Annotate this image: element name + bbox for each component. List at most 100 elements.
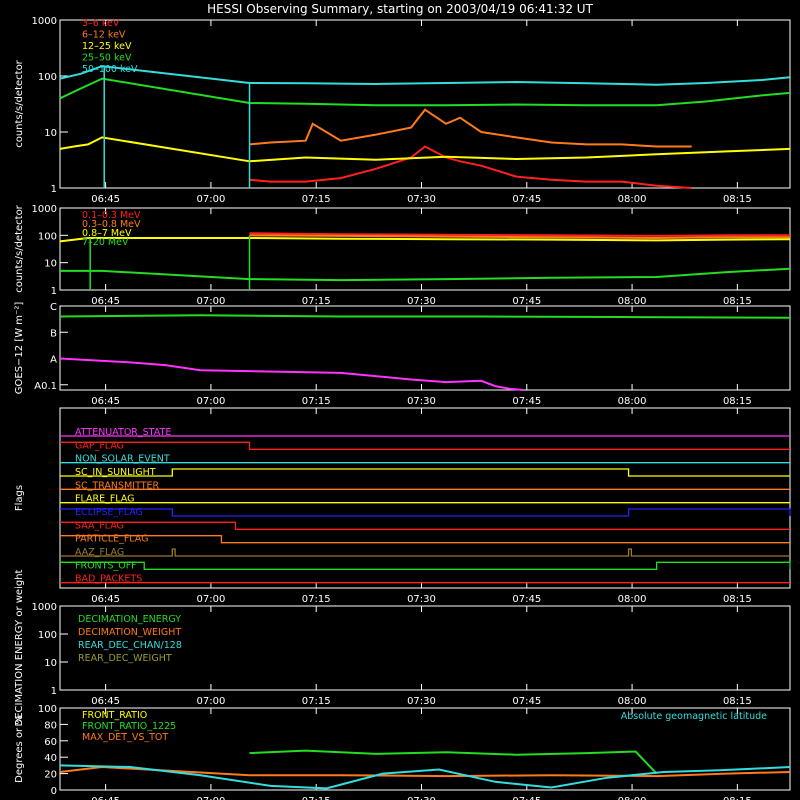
legend-entry: 25–50 keV <box>82 53 132 64</box>
flag-label: PARTICLE_FLAG <box>75 534 148 545</box>
x-tick-label: 06:45 <box>91 396 120 407</box>
legend-entry: 0.8–7 MeV <box>82 228 132 239</box>
flag-label: SC_TRANSMITTER <box>75 480 160 491</box>
flag-label: SAA_FLAG <box>75 520 124 531</box>
legend-entry: MAX_DET_VS_TOT <box>82 732 168 743</box>
y-axis-label: counts/s/detector <box>14 204 25 292</box>
legend-entry: 0.3–0.8 MeV <box>82 219 141 230</box>
panel-frame <box>59 605 791 691</box>
flag-line <box>60 468 790 477</box>
x-tick-label: 08:00 <box>618 594 647 605</box>
flag-line <box>60 535 790 544</box>
series-line <box>249 749 658 775</box>
x-tick-label: 07:45 <box>512 396 541 407</box>
panel-frame <box>59 19 791 189</box>
series-line <box>59 237 791 243</box>
x-tick-label: 07:15 <box>302 194 331 205</box>
y-tick-label: 60 <box>44 737 57 748</box>
legend-entry: 50–100 keV <box>82 64 138 75</box>
flag-label: FRONTS_OFF <box>75 560 137 571</box>
panel-frame <box>59 707 791 791</box>
x-tick-label: 07:30 <box>407 194 436 205</box>
y-tick-label: 100 <box>38 72 57 83</box>
y-tick-label: 10 <box>44 259 57 270</box>
x-tick-label: 08:15 <box>723 796 752 800</box>
flag-label: BAD_PACKETS <box>75 574 142 585</box>
series-line <box>249 234 790 240</box>
x-tick-label: 07:30 <box>407 396 436 407</box>
y-tick-label: 1000 <box>32 602 57 613</box>
y-tick-label: 1000 <box>32 204 57 215</box>
x-tick-label: 07:15 <box>302 796 331 800</box>
y-tick-label: C <box>50 302 57 313</box>
x-tick-label: 08:00 <box>618 796 647 800</box>
x-tick-label: 07:30 <box>407 296 436 307</box>
x-tick-label: 08:00 <box>618 194 647 205</box>
y-tick-label: 100 <box>38 704 57 715</box>
x-tick-label: 07:00 <box>196 396 225 407</box>
x-tick-label: 07:00 <box>196 296 225 307</box>
panel-frame <box>59 207 791 291</box>
flag-line <box>60 561 791 570</box>
y-tick-label: 1 <box>51 686 57 697</box>
flag-label: SC_IN_SUNLIGHT <box>75 467 156 478</box>
y-axis-label: DECIMATION ENERGY or weight <box>14 569 25 726</box>
y-tick-label: 40 <box>44 753 57 764</box>
flag-label: ECLIPSE_FLAG <box>75 507 143 518</box>
y-tick-label: B <box>50 328 57 339</box>
y-axis-label: counts/s/detector <box>14 59 25 147</box>
y-tick-label: 1000 <box>32 16 57 27</box>
x-tick-label: 06:45 <box>91 296 120 307</box>
series-line <box>59 764 791 790</box>
y-axis-label: Degrees or % <box>14 715 25 783</box>
y-axis-label: GOES−12 [W m⁻²] <box>14 302 25 395</box>
x-tick-label: 07:30 <box>407 696 436 707</box>
x-tick-label: 06:45 <box>91 796 120 800</box>
x-tick-label: 06:45 <box>91 594 120 605</box>
x-tick-label: 07:45 <box>512 696 541 707</box>
x-tick-label: 07:15 <box>302 696 331 707</box>
x-tick-label: 08:15 <box>723 594 752 605</box>
panel-frame <box>59 305 791 391</box>
x-tick-label: 07:45 <box>512 296 541 307</box>
x-tick-label: 07:30 <box>407 796 436 800</box>
x-tick-label: 08:15 <box>723 296 752 307</box>
x-tick-label: 08:00 <box>618 296 647 307</box>
flag-label: GAP_FLAG <box>75 440 124 451</box>
x-tick-label: 07:15 <box>302 296 331 307</box>
x-tick-label: 07:00 <box>196 194 225 205</box>
y-tick-label: 80 <box>44 720 57 731</box>
x-tick-label: 08:15 <box>723 696 752 707</box>
legend-entry: 6–12 keV <box>82 30 126 41</box>
y-tick-label: 0 <box>51 786 57 797</box>
y-tick-label: 20 <box>44 770 57 781</box>
flag-line <box>60 441 790 450</box>
series-line <box>59 314 791 319</box>
x-tick-label: 07:45 <box>512 796 541 800</box>
x-tick-label: 08:00 <box>618 396 647 407</box>
y-tick-label: 10 <box>44 658 57 669</box>
y-tick-label: A0.1 <box>34 381 57 392</box>
annotation-label: Absolute geomagnetic latitude <box>621 711 767 722</box>
panel-frame <box>59 407 791 589</box>
legend-entry: DECIMATION_ENERGY <box>78 614 181 625</box>
series-line <box>249 145 692 189</box>
flag-label: ATTENUATOR_STATE <box>75 427 171 438</box>
y-tick-label: A <box>50 355 57 366</box>
legend-entry: 7–20 MeV <box>82 237 129 248</box>
x-tick-label: 07:00 <box>196 594 225 605</box>
x-tick-label: 07:45 <box>512 194 541 205</box>
x-tick-label: 07:00 <box>196 796 225 800</box>
series-line <box>59 136 791 163</box>
x-tick-label: 08:15 <box>723 396 752 407</box>
x-tick-label: 07:15 <box>302 594 331 605</box>
flag-line <box>60 548 790 557</box>
x-tick-label: 08:15 <box>723 194 752 205</box>
legend-entry: REAR_DEC_CHAN/128 <box>78 640 182 651</box>
x-tick-label: 07:00 <box>196 696 225 707</box>
flag-line <box>60 521 790 530</box>
x-tick-label: 07:30 <box>407 594 436 605</box>
chart-title: HESSI Observing Summary, starting on 200… <box>207 2 593 16</box>
flag-label: FLARE_FLAG <box>75 494 135 505</box>
